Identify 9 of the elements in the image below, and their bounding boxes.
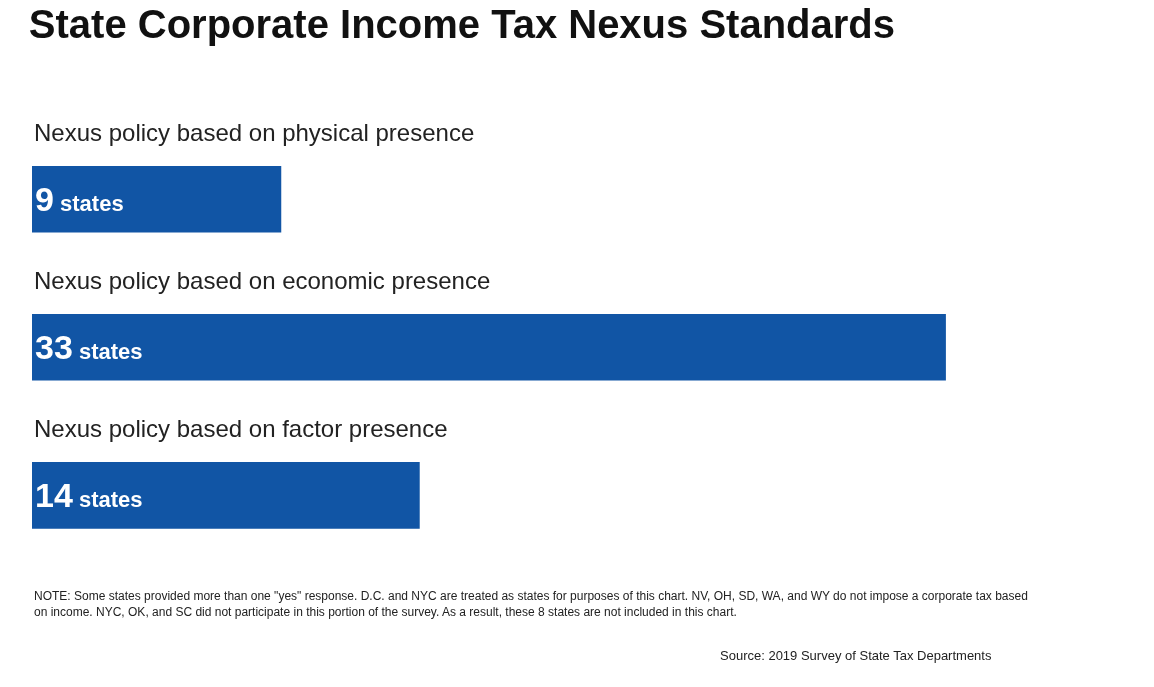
data-label: 14 states bbox=[35, 476, 143, 515]
chart-title: State Corporate Income Tax Nexus Standards bbox=[28, 2, 896, 47]
text: NOTE: Some states provided more than one "yes" response. D.C. and NYC are treated as states for purposes of this chart. NV, OH, SD, WA, and WY do not impose a corporate tax based on income. NYC, OK, and SC did not participate in this portion of the survey. As a result, these 8 states are not included in this chart. bbox=[34, 589, 1028, 619]
data-label: 9 states bbox=[35, 180, 124, 219]
y-tick-label: Nexus policy based on economic presence bbox=[34, 267, 491, 294]
source-note: Source: 2019 Survey of State Tax Departments bbox=[720, 648, 992, 663]
data-label: 33 states bbox=[35, 328, 143, 367]
y-tick-label: Nexus policy based on factor presence bbox=[34, 415, 448, 442]
y-tick-label: Nexus policy based on physical presence bbox=[34, 119, 475, 146]
